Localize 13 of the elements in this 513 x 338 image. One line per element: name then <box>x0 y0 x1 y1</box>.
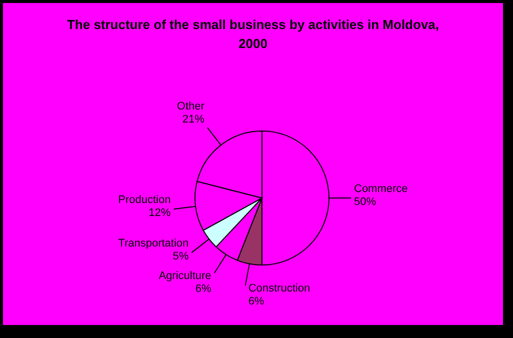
slice-label: Transportation <box>118 238 189 250</box>
slice-label: Production <box>118 194 171 206</box>
slice-label: Construction <box>248 282 310 294</box>
slice-label: Other <box>176 100 205 113</box>
slice-label: Agriculture <box>158 270 212 282</box>
data-label: 12% <box>148 207 171 220</box>
slice-label: Commerce <box>354 183 408 195</box>
data-label: 5% <box>172 250 189 263</box>
data-label: 6% <box>195 283 212 296</box>
chart-title: The structure of the small business by activities in Moldova, 2000 <box>66 16 440 53</box>
data-label: 21% <box>182 114 205 126</box>
data-label: 6% <box>248 295 264 308</box>
data-label: 50% <box>354 196 376 208</box>
